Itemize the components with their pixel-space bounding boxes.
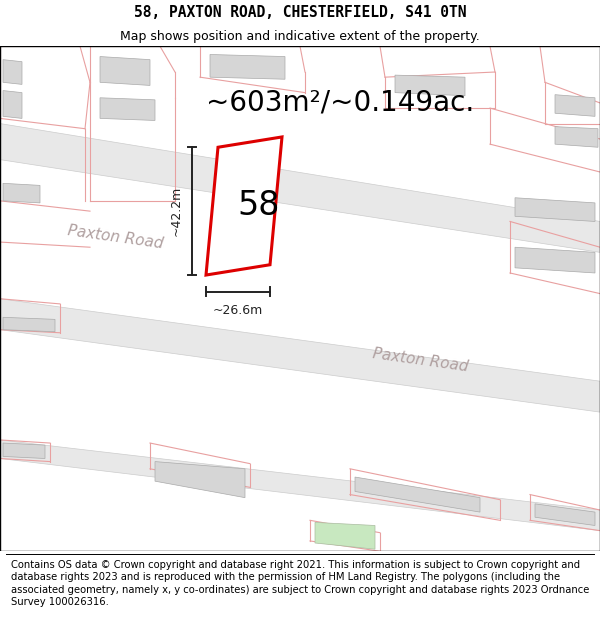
Polygon shape xyxy=(315,522,375,549)
Text: ~26.6m: ~26.6m xyxy=(213,304,263,317)
Polygon shape xyxy=(100,56,150,86)
Text: ~603m²/~0.149ac.: ~603m²/~0.149ac. xyxy=(206,89,474,117)
Polygon shape xyxy=(3,318,55,332)
Polygon shape xyxy=(3,59,22,84)
Polygon shape xyxy=(206,137,282,275)
Text: Contains OS data © Crown copyright and database right 2021. This information is : Contains OS data © Crown copyright and d… xyxy=(11,560,589,608)
Text: ~42.2m: ~42.2m xyxy=(170,186,182,236)
Polygon shape xyxy=(535,504,595,526)
Text: 58: 58 xyxy=(238,189,280,222)
Polygon shape xyxy=(515,198,595,221)
Polygon shape xyxy=(555,127,598,148)
Polygon shape xyxy=(0,299,600,412)
Text: 58, PAXTON ROAD, CHESTERFIELD, S41 0TN: 58, PAXTON ROAD, CHESTERFIELD, S41 0TN xyxy=(134,6,466,21)
Polygon shape xyxy=(3,443,45,459)
Polygon shape xyxy=(3,91,22,118)
Polygon shape xyxy=(3,183,40,203)
Polygon shape xyxy=(555,95,595,116)
Text: Paxton Road: Paxton Road xyxy=(66,222,164,251)
Polygon shape xyxy=(0,124,600,252)
Polygon shape xyxy=(155,462,245,498)
Polygon shape xyxy=(0,440,600,531)
Polygon shape xyxy=(395,75,465,96)
Polygon shape xyxy=(515,248,595,273)
Polygon shape xyxy=(100,98,155,121)
Text: Paxton Road: Paxton Road xyxy=(371,346,469,375)
Polygon shape xyxy=(210,54,285,79)
Polygon shape xyxy=(355,477,480,512)
Text: Map shows position and indicative extent of the property.: Map shows position and indicative extent… xyxy=(120,29,480,42)
